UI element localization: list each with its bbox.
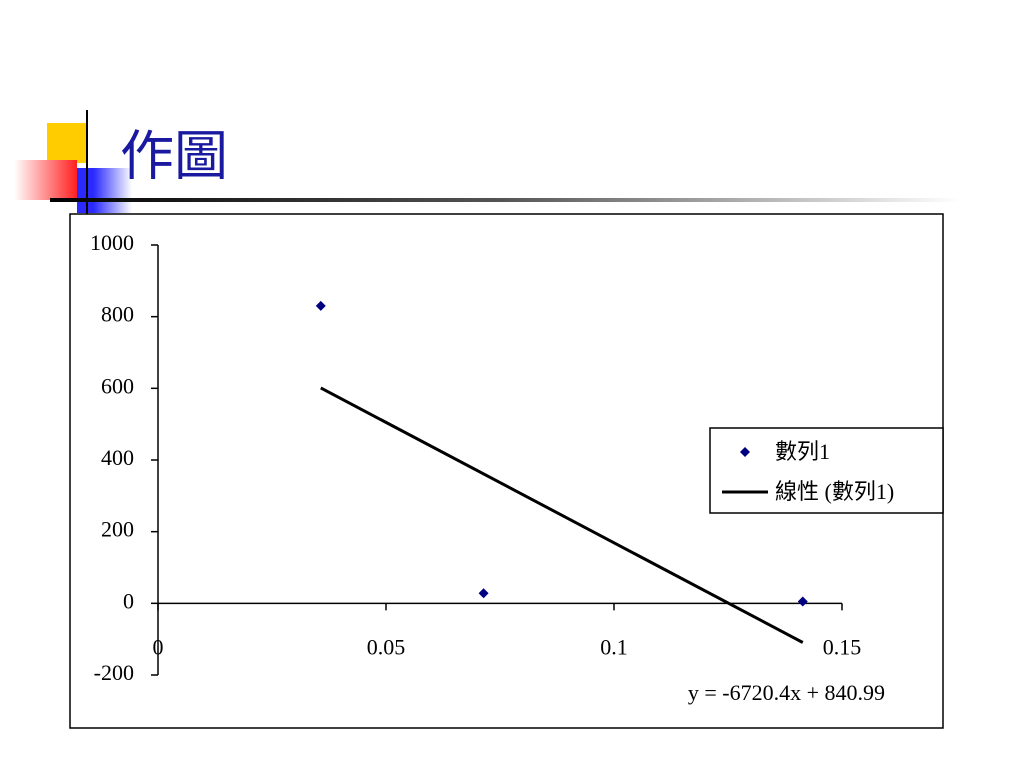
- y-tick-label: 1000: [90, 230, 134, 255]
- y-tick-label: 200: [101, 517, 134, 542]
- trendline: [320, 386, 804, 644]
- legend-marker: [740, 447, 750, 457]
- point: [315, 300, 326, 311]
- slide-title: 作圖: [120, 126, 228, 186]
- y-tick-label: 600: [101, 373, 134, 398]
- y-tick-label: 0: [123, 588, 134, 613]
- deco-yellow: [47, 123, 87, 163]
- deco-red: [14, 160, 77, 200]
- legend-label: 線性 (數列1): [775, 479, 894, 504]
- x-tick-label: 0.1: [600, 634, 628, 659]
- point: [797, 596, 808, 607]
- point: [478, 588, 489, 599]
- y-tick-label: 400: [101, 445, 134, 470]
- y-tick-label: 800: [101, 302, 134, 327]
- deco-hline: [50, 198, 960, 202]
- plot: -200 0 200 400 600 800 1000 0 0.05 0.1 0.15: [90, 230, 861, 685]
- x-tick-label: 0.05: [367, 634, 406, 659]
- trendline-equation: y = -6720.4x + 840.99: [688, 680, 885, 705]
- y-tick-label: -200: [94, 660, 134, 685]
- legend-label: 數列1: [775, 439, 830, 464]
- x-tick-label: 0: [153, 634, 164, 659]
- x-tick-label: 0.15: [823, 634, 862, 659]
- legend: [709, 427, 944, 514]
